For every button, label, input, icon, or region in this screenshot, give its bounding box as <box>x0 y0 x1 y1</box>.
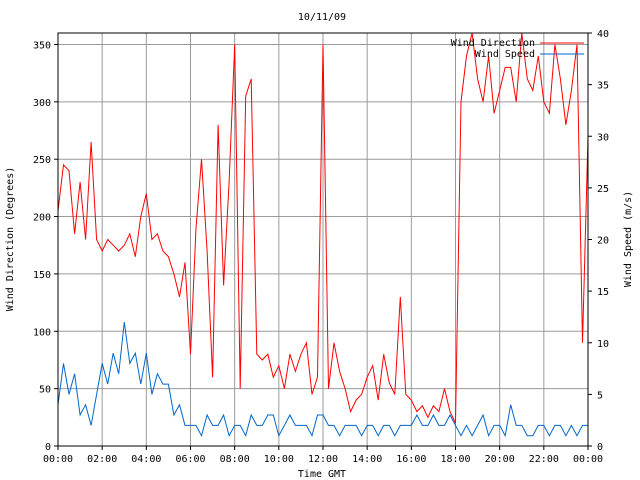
y-tick-label: 200 <box>33 213 51 224</box>
y2-tick-label: 15 <box>597 287 609 298</box>
y-axis-label: Wind Direction (Degrees) <box>5 167 16 312</box>
y2-tick-label: 0 <box>597 442 603 453</box>
x-tick-label: 18:00 <box>440 454 470 465</box>
y2-axis-label: Wind Speed (m/s) <box>623 191 634 287</box>
x-axis-label: Time GMT <box>298 469 346 480</box>
x-tick-label: 00:00 <box>43 454 73 465</box>
y2-tick-label: 35 <box>597 81 609 92</box>
chart-title: 10/11/09 <box>298 12 346 23</box>
y-tick-label: 0 <box>45 442 51 453</box>
x-tick-label: 16:00 <box>396 454 426 465</box>
y-tick-label: 250 <box>33 155 51 166</box>
y2-tick-label: 40 <box>597 29 609 40</box>
x-tick-label: 06:00 <box>175 454 205 465</box>
x-tick-label: 02:00 <box>87 454 117 465</box>
y2-tick-label: 30 <box>597 132 609 143</box>
x-tick-label: 00:00 <box>573 454 603 465</box>
x-tick-label: 20:00 <box>485 454 515 465</box>
x-tick-label: 14:00 <box>352 454 382 465</box>
y2-tick-label: 25 <box>597 184 609 195</box>
x-tick-label: 08:00 <box>220 454 250 465</box>
x-tick-label: 04:00 <box>131 454 161 465</box>
y2-tick-label: 5 <box>597 390 603 401</box>
series-layer <box>57 32 589 438</box>
x-tick-label: 10:00 <box>264 454 294 465</box>
y-tick-label: 300 <box>33 98 51 109</box>
axis-ticks: 00:00 02:00 04:00 06:00 08:00 10:00 12:00 14:00… <box>33 29 609 465</box>
legend: Wind Direction Wind Speed <box>451 38 584 60</box>
y2-tick-label: 10 <box>597 339 609 350</box>
x-tick-label: 12:00 <box>308 454 338 465</box>
grid-lines <box>58 33 588 446</box>
x-tick-label: 22:00 <box>529 454 559 465</box>
wind-speed-line <box>57 322 588 438</box>
y2-tick-label: 20 <box>597 236 609 247</box>
y-tick-label: 350 <box>33 40 51 51</box>
legend-label-speed: Wind Speed <box>475 49 535 60</box>
wind-direction-line <box>57 32 589 424</box>
legend-label-direction: Wind Direction <box>451 38 535 49</box>
y-tick-label: 50 <box>39 385 51 396</box>
y-tick-label: 100 <box>33 327 51 338</box>
y-tick-label: 150 <box>33 270 51 281</box>
